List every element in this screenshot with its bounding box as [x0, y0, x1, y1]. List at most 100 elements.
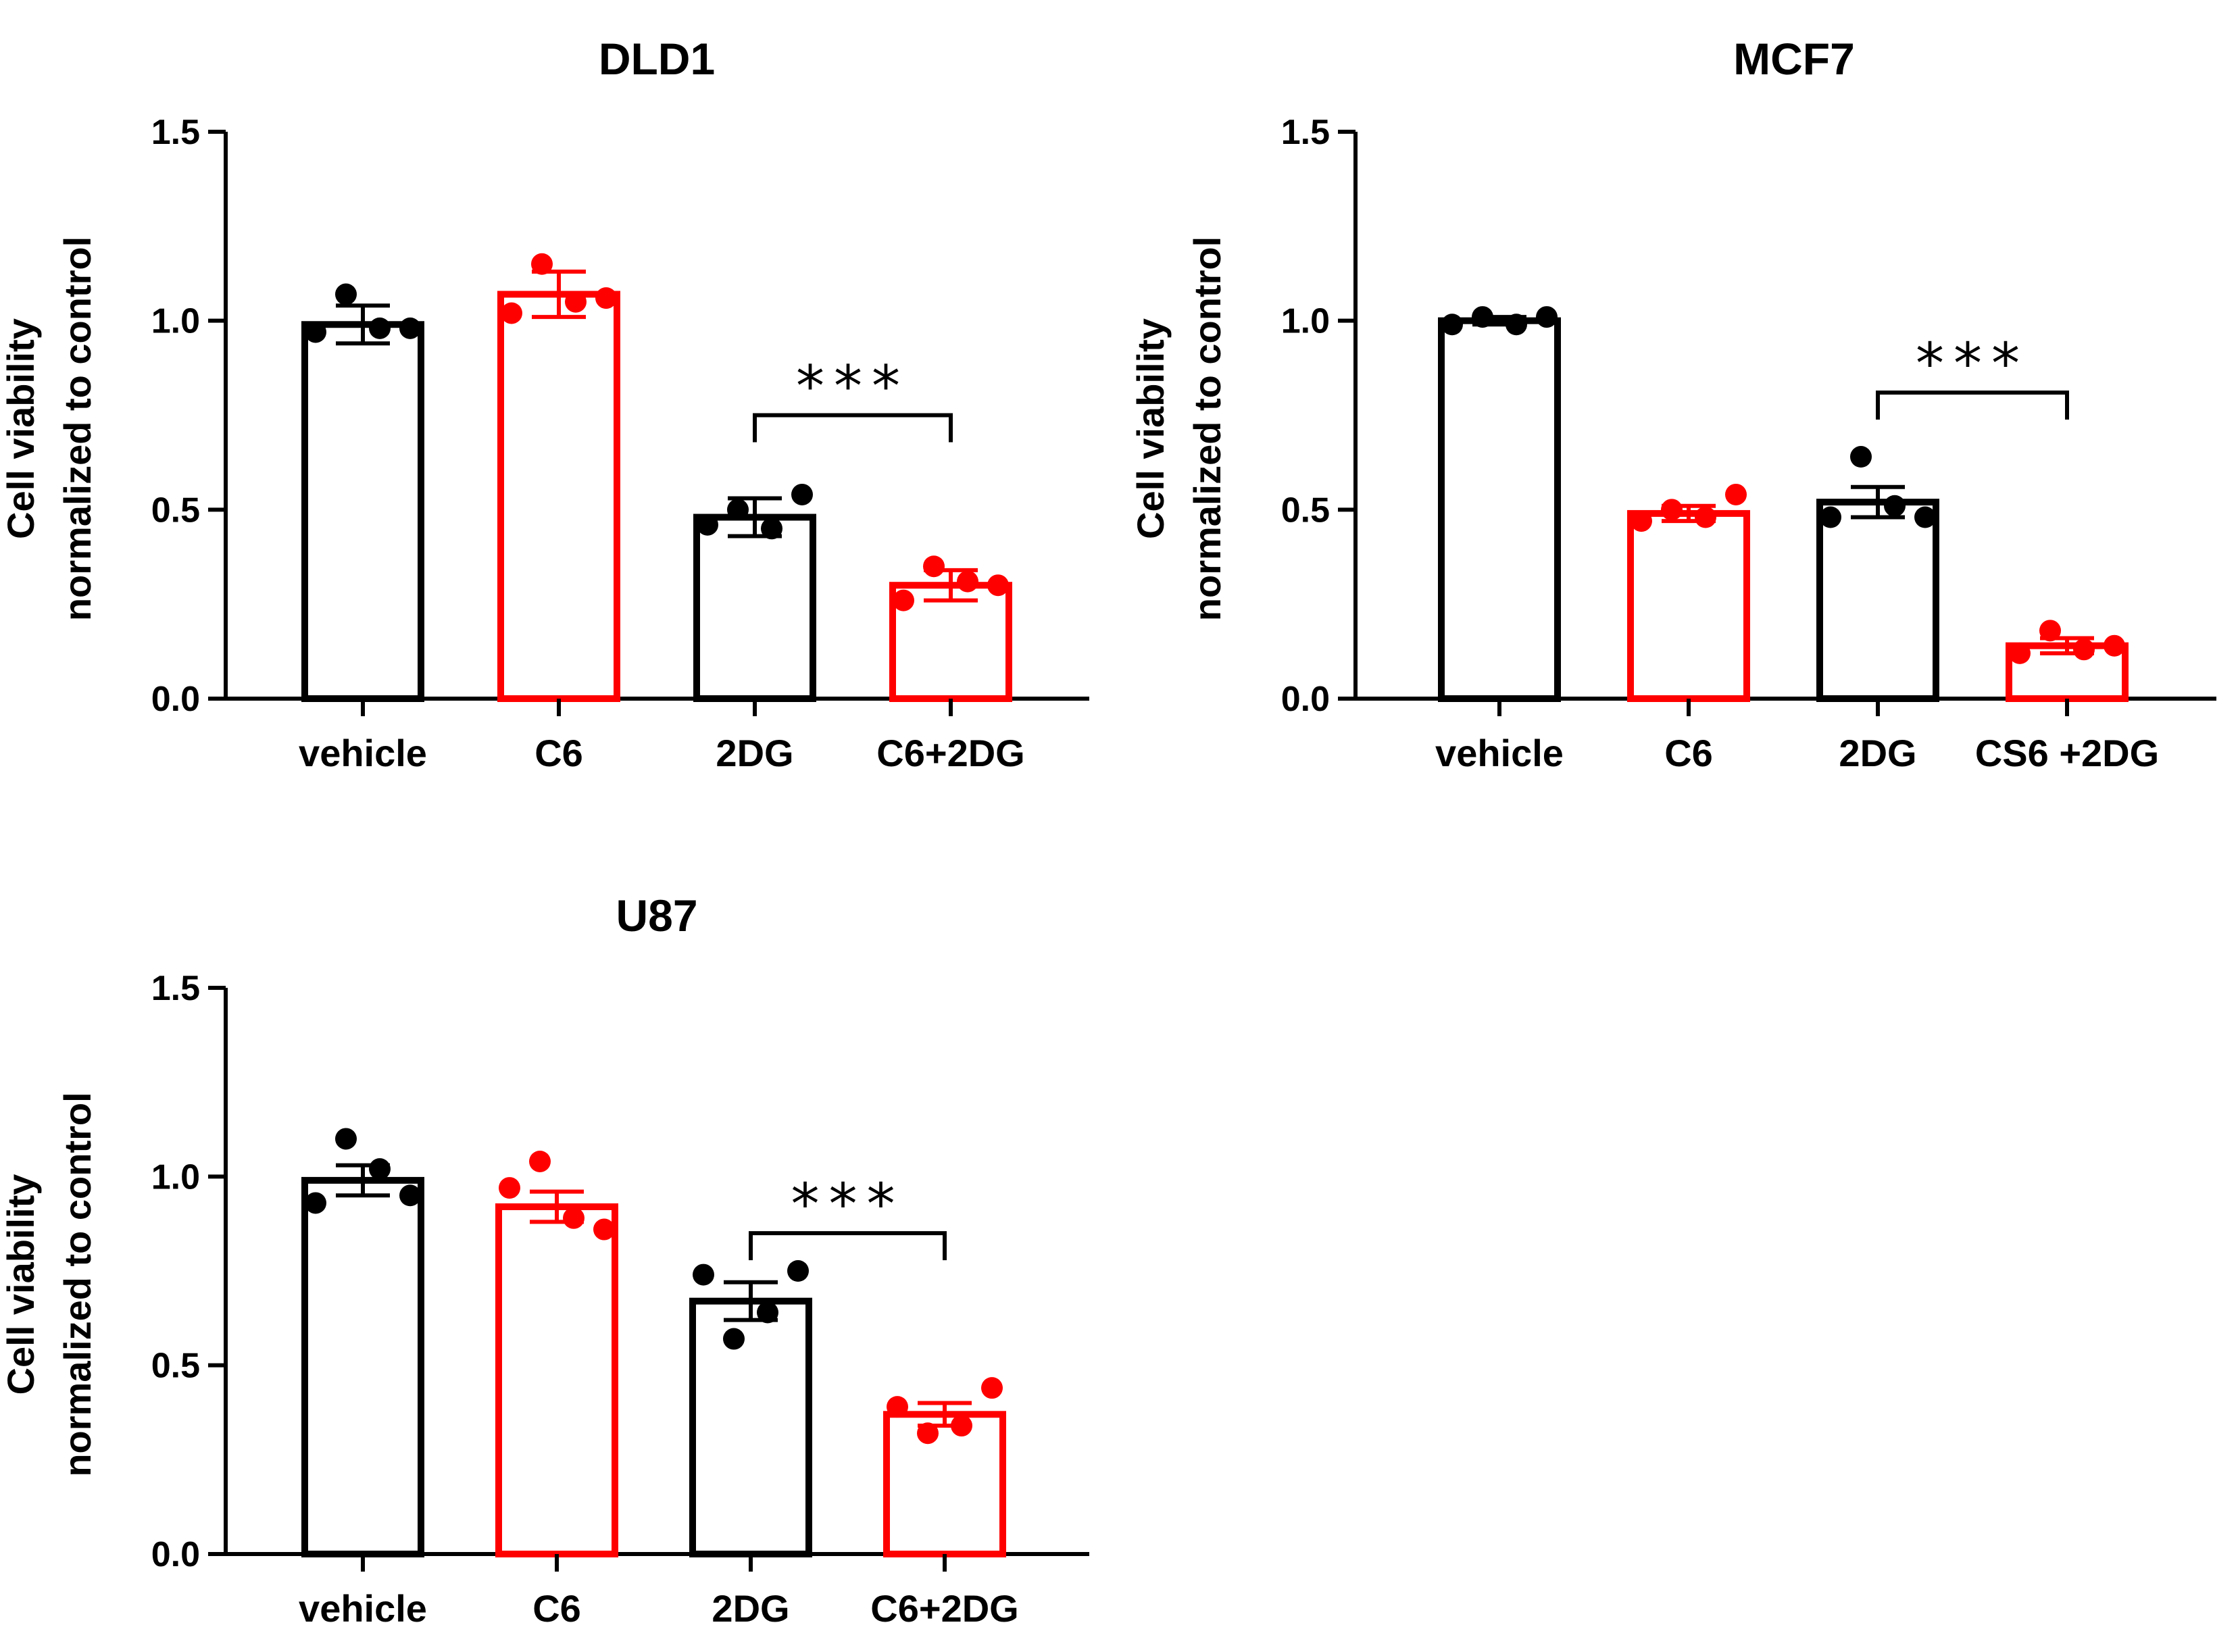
chart-title: DLD1: [599, 34, 715, 84]
data-point: [529, 1150, 551, 1172]
bar-2dg: [1816, 499, 1939, 702]
data-point: [951, 1415, 972, 1437]
bar-vehicle: [1438, 317, 1561, 702]
y-tick-label: 1.0: [151, 302, 200, 341]
bar-2dg: [689, 1297, 812, 1558]
bar-vehicle: [301, 1176, 424, 1558]
data-point: [1850, 446, 1872, 468]
y-tick-label: 0.0: [151, 680, 200, 719]
y-tick-label: 1.5: [151, 969, 200, 1008]
bar-c6: [497, 291, 620, 703]
data-point: [981, 1377, 1003, 1399]
x-tick-label: C6: [1664, 732, 1713, 774]
chart-panel-u87: U87 Cell viability normalized to control 0.…: [0, 891, 1089, 1630]
data-point: [1661, 499, 1683, 521]
data-point: [693, 1263, 714, 1286]
data-point: [1695, 506, 1716, 528]
x-tick-label: vehicle: [299, 1587, 427, 1630]
data-point: [501, 302, 522, 324]
significance-stars: ***: [796, 353, 910, 420]
y-axis-label-line: normalized to control: [56, 236, 99, 621]
bar-2dg: [693, 514, 816, 703]
x-tick-label: C6: [532, 1587, 581, 1630]
data-point: [335, 283, 357, 305]
significance-bracket: [753, 413, 953, 443]
x-tick-label: C6+2DG: [876, 732, 1024, 774]
x-tick-label: C6+2DG: [870, 1587, 1018, 1630]
y-tick-label: 0.0: [1281, 680, 1330, 719]
x-tick-label: C6: [534, 732, 583, 774]
data-point: [757, 1301, 778, 1324]
y-tick-label: 0.5: [151, 491, 200, 530]
x-tick-label: CS6 +2DG: [1975, 732, 2159, 774]
y-axis-label-line: Cell viability: [0, 1174, 42, 1395]
y-axis-label-line: Cell viability: [1129, 318, 1172, 539]
data-point: [399, 317, 421, 339]
chart-panel-mcf7: MCF7 Cell viability normalized to control 0…: [1129, 34, 2216, 774]
data-point: [1536, 306, 1558, 328]
y-tick-label: 1.5: [151, 113, 200, 152]
significance-bracket: [1876, 390, 2069, 420]
data-point: [335, 1128, 357, 1150]
y-tick-label: 1.5: [1281, 113, 1330, 152]
data-point: [1472, 306, 1493, 328]
data-point: [593, 1218, 615, 1241]
data-point: [1441, 314, 1463, 336]
y-tick-label: 0.5: [151, 1347, 200, 1386]
data-point: [2073, 639, 2095, 661]
x-tick-label: 2DG: [712, 1587, 789, 1630]
chart-title: U87: [616, 891, 697, 941]
data-point: [2039, 620, 2061, 642]
data-point: [531, 253, 553, 275]
y-tick-label: 1.0: [1281, 302, 1330, 341]
data-point: [957, 570, 978, 593]
bar-c6-2dg: [883, 1411, 1006, 1557]
data-point: [787, 1260, 809, 1282]
data-point: [697, 514, 718, 536]
data-point: [1631, 510, 1652, 532]
chart-panel-dld1: DLD1 Cell viability normalized to control 0…: [0, 34, 1089, 774]
data-point: [923, 555, 945, 578]
y-axis-label-line: normalized to control: [1186, 236, 1228, 621]
data-point: [893, 589, 914, 611]
data-point: [887, 1396, 908, 1418]
data-point: [399, 1184, 421, 1207]
x-tick-label: vehicle: [1435, 732, 1564, 774]
data-point: [369, 317, 391, 339]
y-axis-label-line: normalized to control: [56, 1092, 99, 1476]
data-point: [987, 574, 1009, 597]
y-tick-label: 1.0: [151, 1157, 200, 1197]
x-tick-label: 2DG: [1839, 732, 1916, 774]
data-point: [499, 1177, 520, 1199]
chart-title: MCF7: [1733, 34, 1855, 84]
x-tick-label: vehicle: [299, 732, 427, 774]
y-axis-label-line: Cell viability: [0, 318, 42, 539]
data-point: [1884, 495, 1906, 517]
data-point: [595, 287, 617, 309]
significance-stars: ***: [791, 1171, 905, 1237]
data-point: [305, 321, 326, 343]
bar-c6: [1627, 509, 1750, 703]
significance-bracket: [749, 1231, 947, 1261]
x-tick-label: 2DG: [716, 732, 793, 774]
data-point: [1914, 506, 1936, 528]
data-point: [563, 1207, 585, 1229]
data-point: [917, 1422, 939, 1445]
y-tick-label: 0.0: [151, 1535, 200, 1574]
significance-stars: ***: [1916, 330, 2029, 397]
data-point: [1820, 506, 1841, 528]
y-tick-label: 0.5: [1281, 491, 1330, 530]
data-point: [565, 291, 587, 313]
data-point: [723, 1328, 745, 1350]
data-point: [2009, 642, 2031, 664]
data-point: [305, 1192, 326, 1214]
data-point: [761, 518, 782, 540]
bar-vehicle: [301, 321, 424, 702]
data-point: [1725, 483, 1747, 505]
data-point: [791, 483, 813, 505]
data-point: [727, 499, 749, 521]
data-point: [369, 1158, 391, 1180]
data-point: [1506, 314, 1527, 336]
